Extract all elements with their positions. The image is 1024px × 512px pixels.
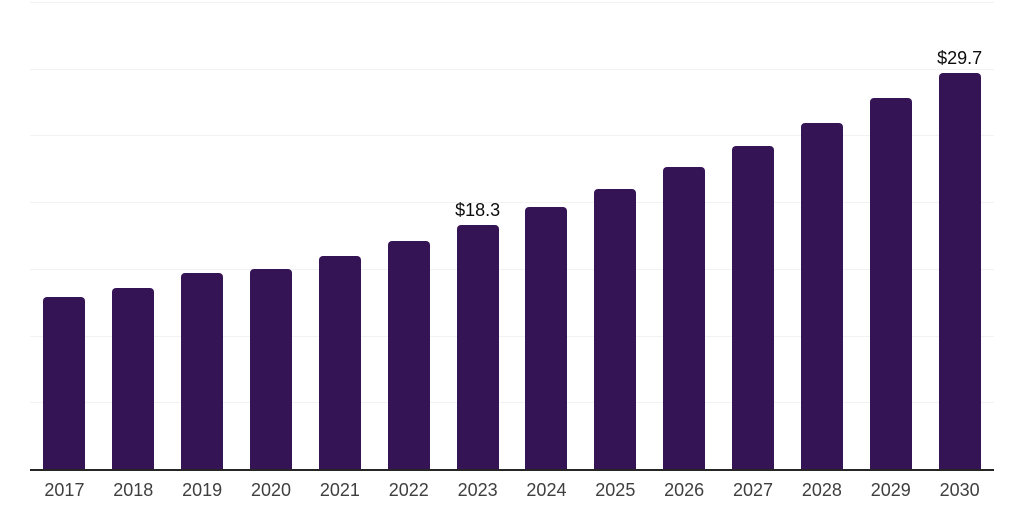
bar-2027	[732, 146, 775, 469]
bar-2017	[43, 296, 86, 469]
bar-slot-2025	[581, 2, 650, 469]
x-tick-2029: 2029	[870, 480, 911, 500]
x-tick-2026: 2026	[664, 480, 705, 500]
bar-slot-2026	[650, 2, 719, 469]
bar-2028	[800, 123, 843, 469]
bar-2023	[456, 224, 499, 469]
x-tick-2030: 2030	[939, 480, 980, 500]
x-tick-2017: 2017	[44, 480, 85, 500]
bar-slot-2029	[856, 2, 925, 469]
x-tick-2022: 2022	[388, 480, 429, 500]
x-tick-2021: 2021	[319, 480, 360, 500]
bar-2030	[938, 72, 981, 469]
bar-2021	[318, 255, 361, 469]
bar-2019	[181, 272, 224, 469]
data-label-2030: $29.7	[937, 47, 983, 68]
gridline-5	[30, 402, 994, 404]
x-tick-2019: 2019	[182, 480, 223, 500]
bar-2020	[250, 268, 292, 469]
bar-slot-2023: $18.3	[443, 2, 512, 469]
gridline-25	[30, 135, 994, 137]
bar-slot-2020	[237, 2, 306, 469]
x-axis-tick-labels: 2017 2018 2019 2020 2021 2022 2023 2024 2025 2026…	[30, 480, 994, 500]
bar-slot-2022	[374, 2, 443, 469]
bar-2024	[525, 207, 568, 469]
x-tick-2025: 2025	[595, 480, 636, 500]
data-label-2023: $18.3	[455, 199, 501, 220]
bar-slot-2024	[512, 2, 581, 469]
bar-2022	[387, 240, 430, 469]
bar-slot-2017	[30, 2, 99, 469]
gridline-10	[30, 335, 994, 337]
gridline-20	[30, 202, 994, 204]
bar-slot-2018	[99, 2, 168, 469]
bar-2025	[594, 188, 637, 469]
bar-2018	[112, 287, 155, 469]
x-tick-2028: 2028	[801, 480, 842, 500]
gridline-15	[30, 268, 994, 270]
plot-area: $18.3 $29.7	[30, 2, 994, 471]
bars-container: $18.3 $29.7	[30, 2, 994, 469]
x-tick-2018: 2018	[113, 480, 154, 500]
bar-2029	[869, 98, 912, 469]
bar-slot-2027	[719, 2, 788, 469]
bar-slot-2019	[168, 2, 237, 469]
gridline-35	[30, 2, 994, 3]
bar-slot-2030: $29.7	[925, 2, 994, 469]
x-tick-2020: 2020	[250, 480, 292, 500]
gridline-30	[30, 68, 994, 70]
x-tick-2023: 2023	[457, 480, 498, 500]
bar-slot-2028	[787, 2, 856, 469]
bar-slot-2021	[305, 2, 374, 469]
x-tick-2024: 2024	[526, 480, 567, 500]
bar-2026	[663, 167, 706, 469]
x-axis-line	[30, 469, 994, 471]
x-tick-2027: 2027	[733, 480, 774, 500]
